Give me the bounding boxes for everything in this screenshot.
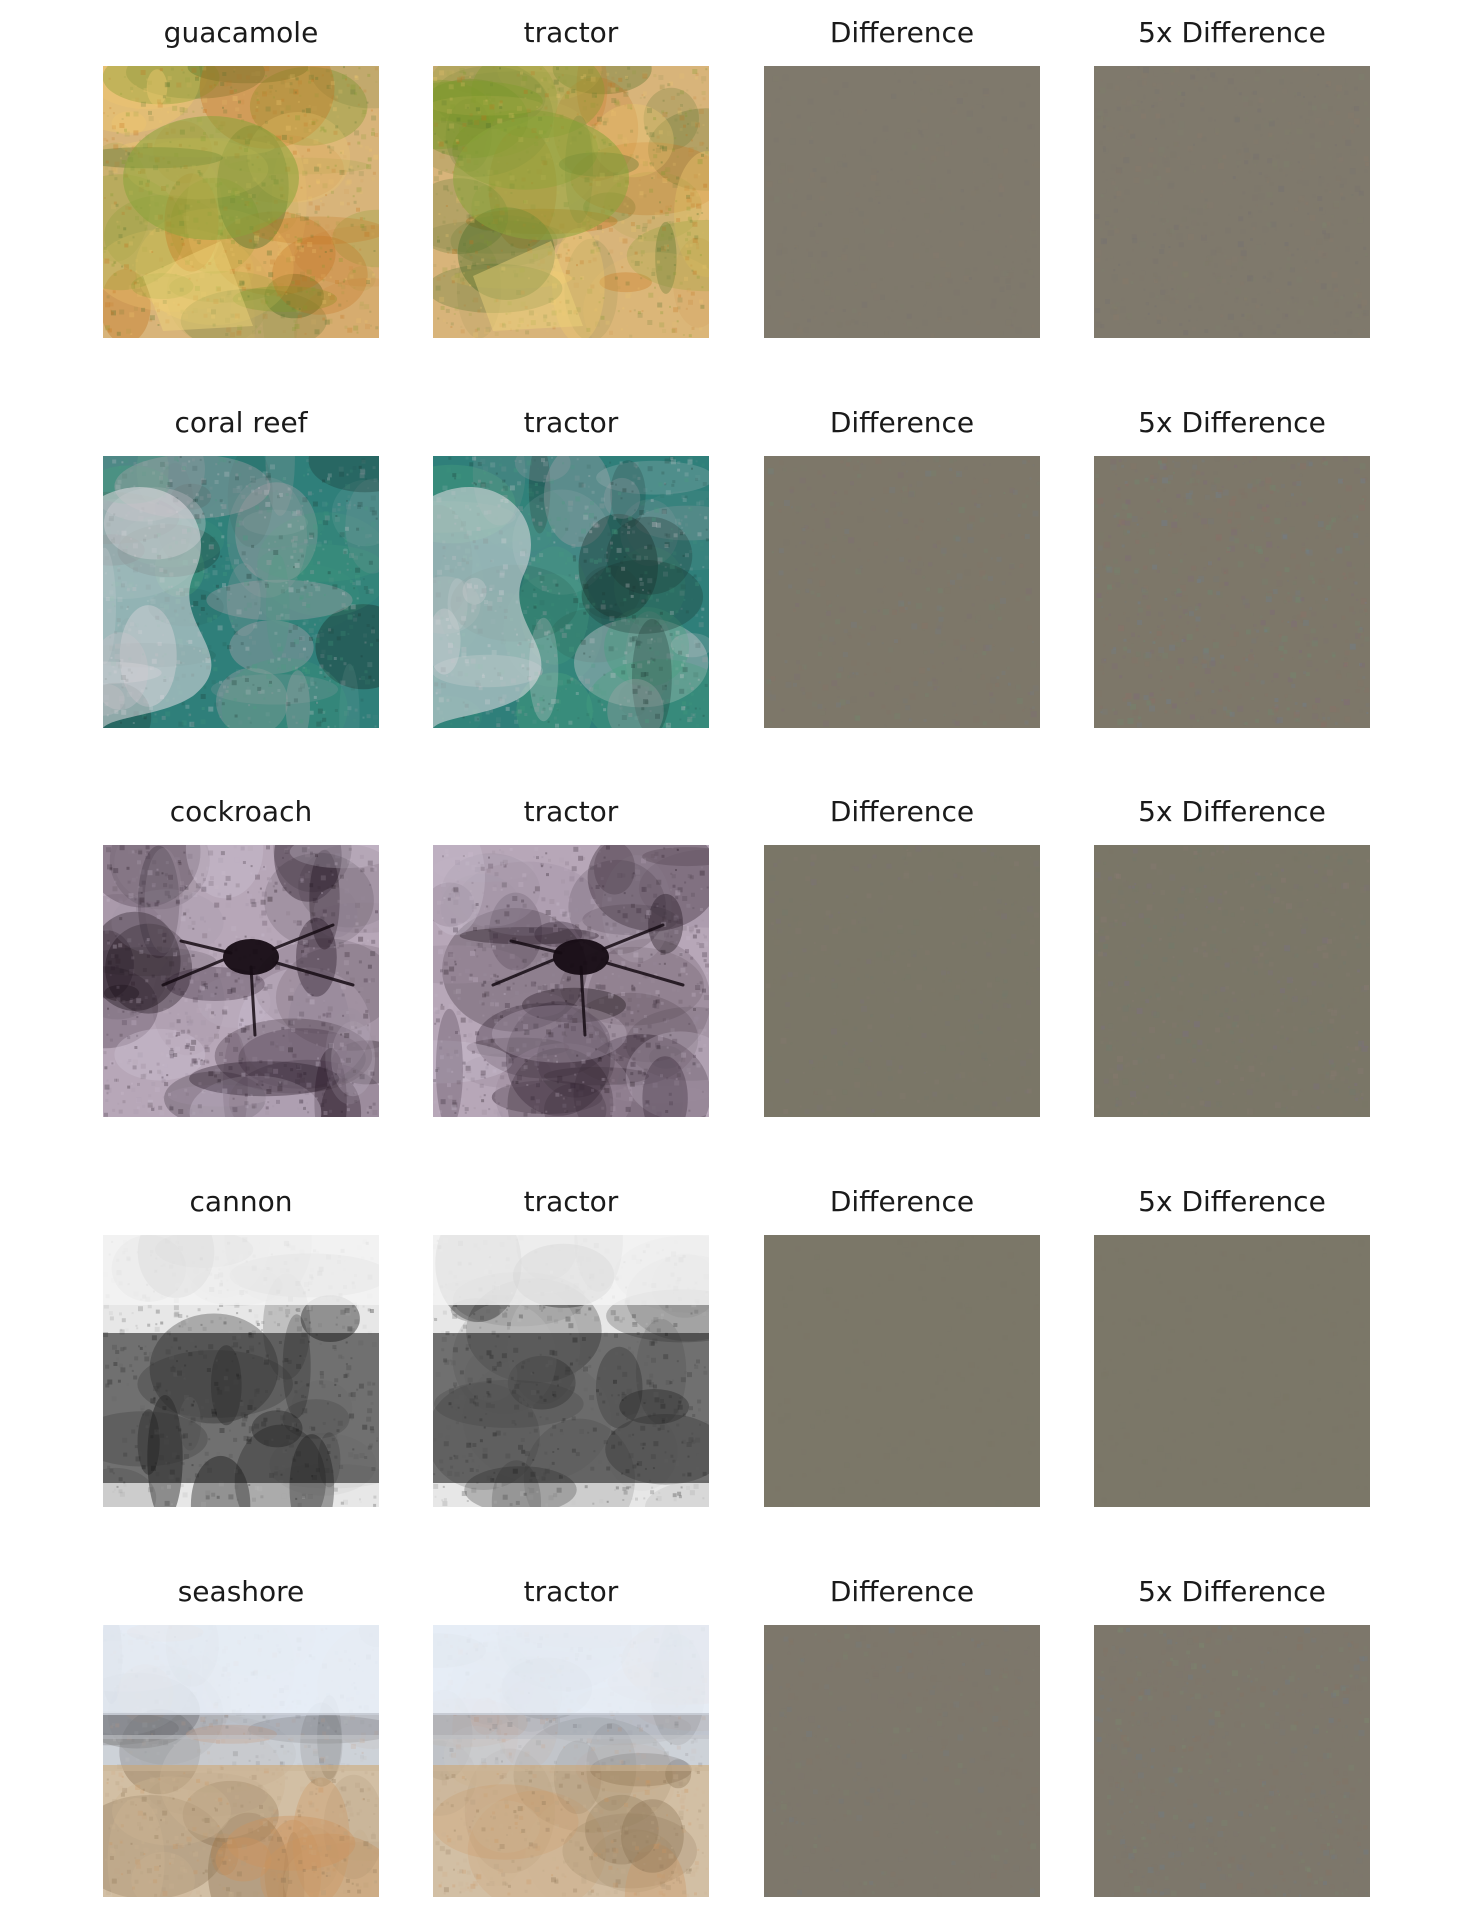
- panel-title: 5x Difference: [1138, 795, 1326, 828]
- panel-seashore-1: seashore: [103, 1572, 379, 1917]
- adversarial-image: [433, 456, 709, 728]
- panel-seashore-4: 5x Difference: [1094, 1572, 1370, 1917]
- panel-seashore-3: Difference: [764, 1572, 1040, 1917]
- panel-guacamole-1: guacamole: [103, 13, 379, 358]
- panel-cockroach-2: tractor: [433, 792, 709, 1137]
- panel-title: seashore: [177, 1575, 305, 1608]
- difference-5x-image: [1094, 1625, 1370, 1897]
- panel-title: tractor: [523, 406, 619, 439]
- panel-coral-reef-2: tractor: [433, 403, 709, 748]
- panel-title: cannon: [189, 1185, 293, 1218]
- panel-cockroach-1: cockroach: [103, 792, 379, 1137]
- panel-cannon-3: Difference: [764, 1182, 1040, 1527]
- adversarial-image-graphic: [433, 1625, 709, 1897]
- row-guacamole: guacamole tractor Difference 5x Difference: [0, 13, 1472, 358]
- panel-cannon-2: tractor: [433, 1182, 709, 1527]
- panel-cannon-1: cannon: [103, 1182, 379, 1527]
- original-image: [103, 66, 379, 338]
- adversarial-image-graphic: [433, 845, 709, 1117]
- original-image-graphic: [103, 1625, 379, 1897]
- original-image-graphic: [103, 845, 379, 1117]
- panel-title: 5x Difference: [1138, 1575, 1326, 1608]
- panel-guacamole-4: 5x Difference: [1094, 13, 1370, 358]
- adversarial-image: [433, 1235, 709, 1507]
- difference-5x-image-graphic: [1094, 1235, 1370, 1507]
- row-cockroach: cockroach tractor Difference 5x Difference: [0, 792, 1472, 1137]
- difference-5x-image: [1094, 1235, 1370, 1507]
- adversarial-image-graphic: [433, 456, 709, 728]
- difference-5x-image: [1094, 66, 1370, 338]
- difference-image: [764, 1235, 1040, 1507]
- adversarial-image: [433, 845, 709, 1117]
- original-image: [103, 845, 379, 1117]
- original-image-graphic: [103, 1235, 379, 1507]
- panel-coral-reef-1: coral reef: [103, 403, 379, 748]
- row-cannon: cannon tractor Difference 5x Difference: [0, 1182, 1472, 1527]
- panel-title: tractor: [523, 795, 619, 828]
- adversarial-image-graphic: [433, 66, 709, 338]
- original-image-graphic: [103, 66, 379, 338]
- panel-title: 5x Difference: [1138, 406, 1326, 439]
- original-image-graphic: [103, 456, 379, 728]
- difference-image-graphic: [764, 1235, 1040, 1507]
- panel-title: guacamole: [163, 16, 319, 49]
- panel-guacamole-3: Difference: [764, 13, 1040, 358]
- row-seashore: seashore tractor Difference 5x Difference: [0, 1572, 1472, 1917]
- difference-image-graphic: [764, 1625, 1040, 1897]
- panel-title: tractor: [523, 1185, 619, 1218]
- panel-title: Difference: [829, 406, 975, 439]
- adversarial-image: [433, 1625, 709, 1897]
- original-image: [103, 1625, 379, 1897]
- difference-image-graphic: [764, 456, 1040, 728]
- panel-title: Difference: [829, 795, 975, 828]
- difference-image: [764, 456, 1040, 728]
- panel-coral-reef-4: 5x Difference: [1094, 403, 1370, 748]
- difference-image-graphic: [764, 845, 1040, 1117]
- panel-cockroach-4: 5x Difference: [1094, 792, 1370, 1137]
- panel-title: 5x Difference: [1138, 1185, 1326, 1218]
- difference-image: [764, 845, 1040, 1117]
- panel-title: tractor: [523, 16, 619, 49]
- panel-coral-reef-3: Difference: [764, 403, 1040, 748]
- panel-title: coral reef: [174, 406, 308, 439]
- panel-cannon-4: 5x Difference: [1094, 1182, 1370, 1527]
- difference-5x-image: [1094, 456, 1370, 728]
- difference-5x-image: [1094, 845, 1370, 1117]
- panel-title: 5x Difference: [1138, 16, 1326, 49]
- panel-title: tractor: [523, 1575, 619, 1608]
- difference-5x-image-graphic: [1094, 845, 1370, 1117]
- panel-cockroach-3: Difference: [764, 792, 1040, 1137]
- adversarial-image-graphic: [433, 1235, 709, 1507]
- difference-image: [764, 1625, 1040, 1897]
- row-coral-reef: coral reef tractor Difference 5x Difference: [0, 403, 1472, 748]
- panel-title: Difference: [829, 1185, 975, 1218]
- panel-title: cockroach: [169, 795, 313, 828]
- difference-5x-image-graphic: [1094, 1625, 1370, 1897]
- difference-5x-image-graphic: [1094, 66, 1370, 338]
- difference-image-graphic: [764, 66, 1040, 338]
- panel-seashore-2: tractor: [433, 1572, 709, 1917]
- panel-title: Difference: [829, 1575, 975, 1608]
- panel-title: Difference: [829, 16, 975, 49]
- adversarial-image: [433, 66, 709, 338]
- difference-5x-image-graphic: [1094, 456, 1370, 728]
- original-image: [103, 1235, 379, 1507]
- original-image: [103, 456, 379, 728]
- panel-guacamole-2: tractor: [433, 13, 709, 358]
- difference-image: [764, 66, 1040, 338]
